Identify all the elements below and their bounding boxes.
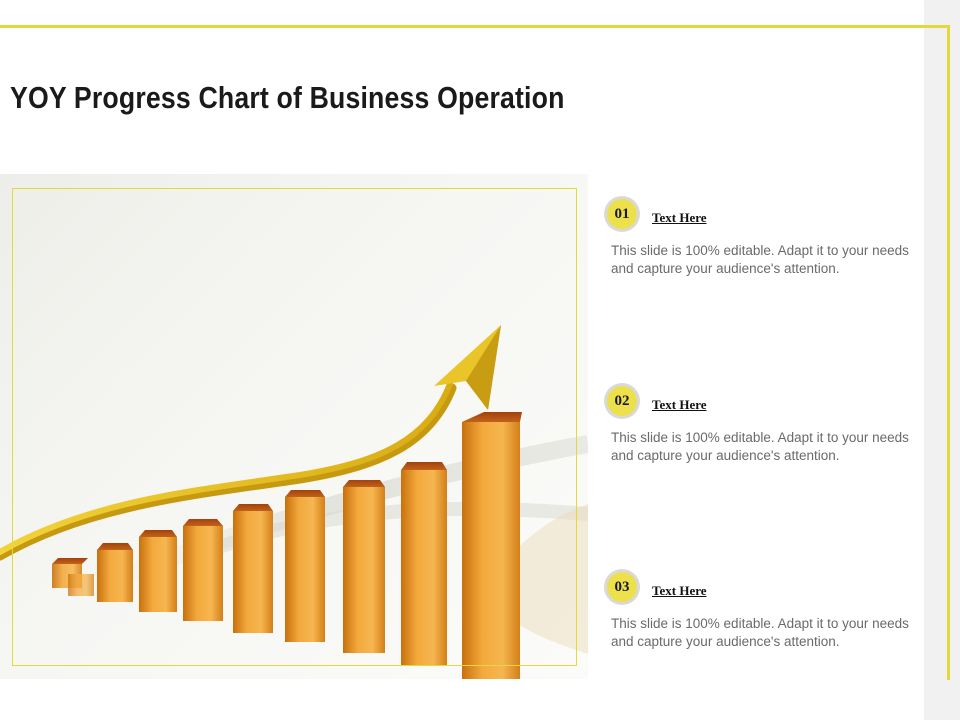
number-badge: 03 <box>604 569 640 605</box>
badge-number: 03 <box>607 572 637 602</box>
bar-2 <box>97 543 133 602</box>
item-description: This slide is 100% editable. Adapt it to… <box>611 243 909 276</box>
rising-arrow <box>0 325 501 561</box>
bar-9 <box>462 412 522 679</box>
item-heading: Text Here <box>652 583 707 598</box>
bar-1 <box>52 558 94 596</box>
number-badge: 01 <box>604 196 640 232</box>
number-badge: 02 <box>604 383 640 419</box>
bar-7 <box>343 480 385 653</box>
right-side-strip <box>924 0 960 720</box>
right-accent-line <box>947 25 950 680</box>
image-frame-border <box>12 188 577 666</box>
badge-number: 02 <box>607 386 637 416</box>
top-accent-line <box>0 25 950 28</box>
bar-6 <box>285 490 325 642</box>
item-description: This slide is 100% editable. Adapt it to… <box>611 430 909 463</box>
bar-graph-arrow-picture <box>0 325 588 679</box>
item-heading: Text Here <box>652 397 707 412</box>
bar-5 <box>233 504 273 633</box>
item-heading: Text Here <box>652 210 707 225</box>
bar-4 <box>183 519 223 621</box>
slide-title: YOY Progress Chart of Business Operation <box>10 80 565 115</box>
item-description: This slide is 100% editable. Adapt it to… <box>611 616 909 649</box>
bar-3 <box>139 530 177 612</box>
growth-chart-illustration <box>0 174 588 679</box>
badge-number: 01 <box>607 199 637 229</box>
bar-8 <box>401 462 447 665</box>
